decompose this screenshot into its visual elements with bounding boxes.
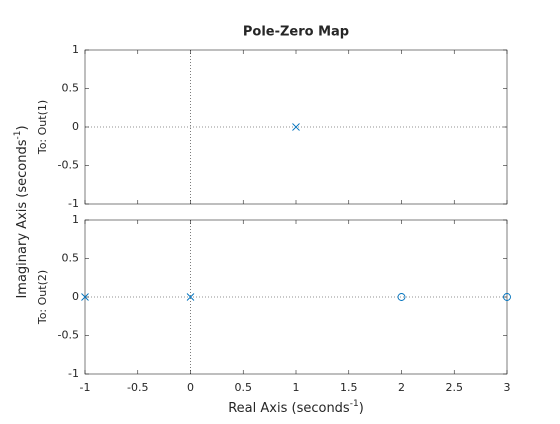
x-tick-label: 1.5: [340, 381, 358, 394]
x-label-sup: -1: [350, 399, 359, 409]
x-tick-label: 2: [398, 381, 405, 394]
x-tick-label: 2.5: [446, 381, 464, 394]
y-tick-label: -0.5: [58, 329, 79, 342]
x-tick-label: -1: [80, 381, 91, 394]
y-tick-label: -1: [68, 367, 79, 380]
y-tick-label: 0: [72, 290, 79, 303]
pole-marker: [81, 293, 89, 301]
x-axis-label: Real Axis (seconds-1): [228, 399, 364, 416]
zero-marker: [503, 293, 511, 301]
title: Pole-Zero Map: [243, 25, 349, 40]
y-label-text: Imaginary Axis (seconds: [15, 139, 30, 298]
y-tick-label: -1: [68, 197, 79, 210]
panel-label: To: Out(1): [36, 100, 49, 155]
y-label-sup: -1: [13, 131, 23, 140]
y-tick-label: 0.5: [62, 82, 80, 95]
x-tick-label: 0.5: [235, 381, 253, 394]
x-tick-label: -0.5: [127, 381, 148, 394]
x-tick-label: 1: [293, 381, 300, 394]
y-label-end: ): [15, 125, 30, 130]
panel-label: To: Out(2): [36, 270, 49, 325]
y-axis-label: Imaginary Axis (seconds-1): [13, 125, 30, 298]
x-label-end: ): [359, 401, 364, 416]
pole-marker: [186, 293, 195, 301]
x-tick-label: 0: [187, 381, 194, 394]
zero-marker: [397, 293, 406, 301]
y-tick-label: -0.5: [58, 159, 79, 172]
y-tick-label: 1: [72, 213, 79, 226]
x-tick-label: 3: [504, 381, 511, 394]
x-label-text: Real Axis (seconds: [228, 401, 350, 416]
y-tick-label: 0: [72, 120, 79, 133]
pole-marker: [292, 123, 300, 131]
y-tick-label: 0.5: [62, 252, 80, 265]
y-tick-label: 1: [72, 43, 79, 56]
